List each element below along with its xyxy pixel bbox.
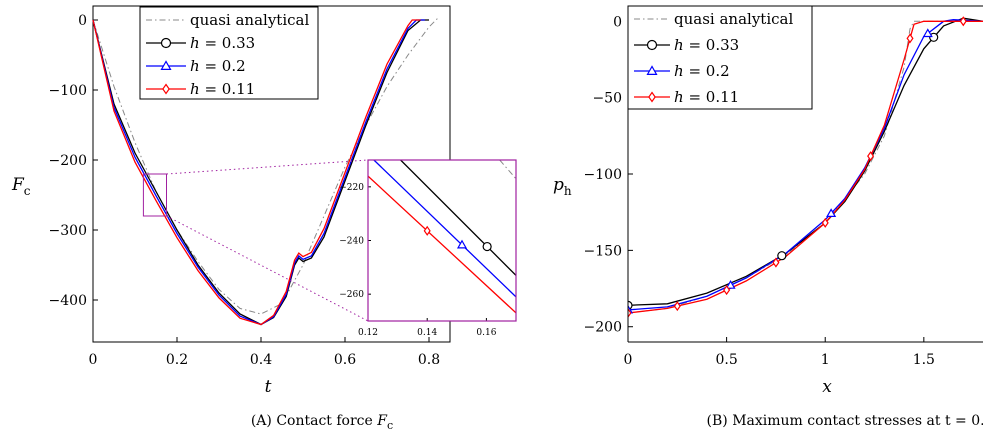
panel-a-ytick-label: −100 [49, 83, 87, 99]
panel-b-legend: quasi analytical h = 0.33 h = 0.2 h = 0.… [627, 5, 813, 110]
zoom-connector-upper [166, 159, 369, 175]
inset-ytick-label: −240 [339, 237, 364, 247]
panel-b-xtick-label: 1 [821, 352, 830, 368]
panel-b-contact-stresses: 0 0.5 1 1.5 0 −50 −100 −150 −200 ph x quasi anal… [553, 5, 983, 429]
legend-b-analytical: quasi analytical [674, 10, 793, 28]
panel-a-ytick-label: −200 [49, 153, 87, 169]
panel-a-ytick-label: −400 [49, 293, 87, 309]
panel-b-series-h033 [628, 17, 983, 306]
panel-a-legend: quasi analytical h = 0.33 h = 0.2 h = 0.… [139, 6, 319, 100]
panel-b-xtick-label: 0.5 [715, 352, 737, 368]
legend-b-h011: h = 0.11 [674, 88, 739, 106]
inset-marker-h033 [482, 241, 492, 252]
panel-b-ylabel: ph [553, 175, 572, 198]
panel-b-marker-h011 [628, 307, 632, 319]
panel-b-marker-h033 [777, 251, 787, 261]
inset-series-h02 [373, 160, 516, 298]
inset-marker-h02 [456, 239, 468, 249]
panel-b-marker-h011 [867, 151, 875, 162]
inset-zoom-plot: 0.12 0.14 0.16 −220 −240 −260 [339, 159, 517, 338]
caption-a: (A) Contact force Fc [251, 413, 393, 432]
panel-a-series-quasi-analytical [92, 18, 438, 315]
legend-a-h033: h = 0.33 [190, 34, 255, 52]
panel-a-xtick-label: 0.8 [418, 352, 440, 368]
legend-b-h033: h = 0.33 [674, 36, 739, 54]
legend-a-h02: h = 0.2 [190, 57, 246, 75]
panel-b-ytick-label: −100 [584, 167, 622, 183]
panel-b-marker-h011 [821, 217, 829, 228]
inset-series-h033 [400, 160, 516, 276]
panel-a-ytick-label: 0 [78, 13, 87, 29]
legend-b-box [627, 5, 813, 110]
inset-xtick-label: 0.12 [358, 328, 378, 338]
panel-b-ytick-label: 0 [613, 14, 622, 30]
panel-b-marker-h011 [723, 285, 731, 296]
panel-a-xtick-label: 0.4 [250, 352, 272, 368]
legend-a-marker-h011 [162, 83, 170, 95]
legend-a-h011: h = 0.11 [190, 80, 255, 98]
panel-a-xlabel: t [265, 377, 272, 397]
panel-a-series-h011 [92, 19, 421, 326]
panel-b-ytick-label: −50 [592, 91, 622, 107]
panel-b-marker-h02 [922, 28, 933, 38]
caption-b: (B) Maximum contact stresses at t = 0.4 [707, 413, 983, 429]
legend-a-marker-h02 [160, 60, 172, 70]
inset-series-quasi-analytical [499, 160, 516, 180]
panel-b-xlabel: x [822, 377, 832, 397]
panel-b-xtick-label: 0 [624, 352, 633, 368]
legend-a-marker-h033 [160, 37, 172, 49]
panel-b-marker-h011 [772, 257, 780, 268]
zoom-connector-lower [166, 215, 369, 322]
panel-a-contact-force: 0 0.2 0.4 0.6 0.8 0 −100 −200 −300 −400 Fc t 0.12… [11, 5, 517, 432]
panel-b-marker-h02 [725, 279, 736, 289]
inset-frame [367, 159, 517, 322]
panel-b-marker-h011 [959, 16, 967, 27]
legend-b-marker-h033 [646, 39, 658, 51]
panel-b-marker-h011 [906, 33, 914, 44]
panel-a-ylabel: Fc [11, 175, 31, 198]
legend-b-marker-h02 [646, 65, 658, 75]
legend-b-h02: h = 0.2 [674, 62, 730, 80]
panel-a-ytick-label: −300 [49, 223, 87, 239]
legend-a-analytical: quasi analytical [190, 11, 309, 29]
panel-a-xtick-label: 0.2 [166, 352, 188, 368]
panel-b-ytick-label: −150 [584, 243, 622, 259]
inset-marker-h011 [423, 225, 431, 236]
panel-b-series-h011 [628, 20, 983, 314]
panel-b-xtick-label: 1.5 [913, 352, 935, 368]
panel-b-ytick-label: −200 [584, 320, 622, 336]
panel-b-marker-h02 [826, 208, 837, 218]
inset-background [368, 160, 516, 321]
panel-a-xtick-label: 0.6 [334, 352, 356, 368]
inset-ytick-label: −220 [339, 183, 364, 193]
inset-xtick-label: 0.16 [476, 328, 496, 338]
panel-a-xtick-label: 0 [89, 352, 98, 368]
panel-b-marker-h011 [673, 301, 681, 312]
legend-a-box [139, 6, 319, 100]
inset-xtick-label: 0.14 [417, 328, 437, 338]
panel-b-series-h02 [628, 19, 983, 311]
zoom-region-box [142, 173, 167, 217]
inset-ytick-label: −260 [339, 290, 364, 300]
inset-series-h011 [368, 175, 516, 314]
legend-b-marker-h011 [648, 91, 656, 103]
